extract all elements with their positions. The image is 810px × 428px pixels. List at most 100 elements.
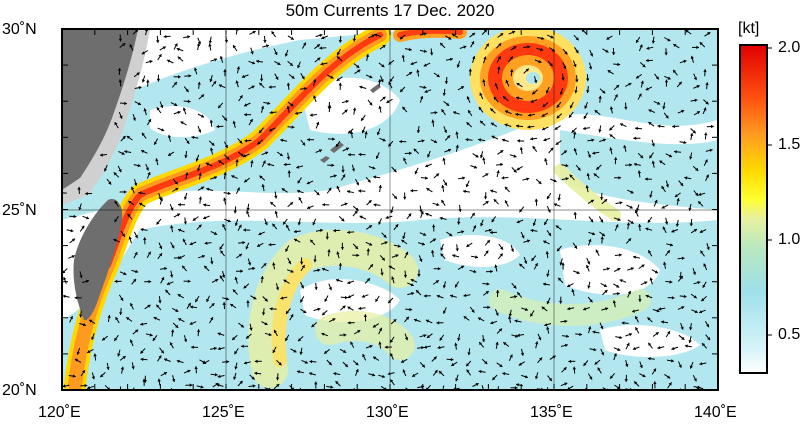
vector-arrowhead <box>642 64 646 68</box>
vector-arrowhead <box>565 177 569 181</box>
vector-arrowhead <box>325 236 329 240</box>
vector-arrowhead <box>514 295 518 299</box>
vector-arrowhead <box>480 120 484 124</box>
vector-arrowhead <box>137 102 141 106</box>
vector-arrowhead <box>173 82 177 86</box>
vector-arrowhead <box>503 342 507 346</box>
vector-arrowhead <box>384 345 388 349</box>
vector-arrowhead <box>117 353 121 357</box>
vector-arrowhead <box>553 203 557 207</box>
vector-arrowhead <box>357 330 361 334</box>
vector-arrowhead <box>316 44 320 48</box>
vector-arrowhead <box>333 228 336 233</box>
vector-arrowhead <box>680 326 684 330</box>
vector-arrowhead <box>233 45 236 49</box>
vector-arrowhead <box>510 69 514 73</box>
vector-arrowhead <box>369 264 373 268</box>
vector-arrowhead <box>490 108 494 112</box>
vector-arrowhead <box>601 352 605 356</box>
vector-arrowhead <box>630 220 634 224</box>
vector-arrowhead <box>530 137 534 141</box>
vector-arrowhead <box>286 224 289 228</box>
vector-arrowhead <box>534 263 538 267</box>
vector-arrowhead <box>347 321 351 325</box>
vector-arrowhead <box>332 137 335 141</box>
vector-arrowhead <box>563 367 567 371</box>
vector-arrowhead <box>401 239 405 243</box>
vector-arrowhead <box>436 202 440 207</box>
lat-label-20n: 20˚N <box>2 382 37 399</box>
vector-arrowhead <box>664 52 668 56</box>
vector-arrowhead <box>417 274 421 277</box>
vector-arrowhead <box>124 150 128 154</box>
graticule <box>62 29 718 390</box>
vector-arrowhead <box>281 188 285 192</box>
vector-arrowhead <box>547 195 550 200</box>
vector-arrowhead <box>468 110 471 114</box>
vector-arrowhead <box>596 166 600 170</box>
vector-arrowhead <box>619 201 623 205</box>
vector-arrowhead <box>213 346 217 351</box>
vector-arrowhead <box>419 258 423 262</box>
vector-arrowhead <box>118 38 123 42</box>
vector-arrowhead <box>216 124 220 129</box>
vector-arrowhead <box>485 201 489 205</box>
vector-arrowhead <box>696 45 699 50</box>
vector-arrowhead <box>543 282 546 286</box>
vector-arrowhead <box>426 188 430 192</box>
vector-arrowhead <box>629 205 633 209</box>
vector-arrowhead <box>241 74 246 78</box>
vector-arrowhead <box>689 223 694 227</box>
vector-arrowhead <box>636 75 640 79</box>
vector-arrowhead <box>508 313 512 317</box>
vector-arrowhead <box>274 195 278 199</box>
vector-arrowhead <box>174 181 178 185</box>
vector-arrowhead <box>626 222 631 226</box>
vector-arrowhead <box>564 382 568 386</box>
vector-arrowhead <box>307 138 310 142</box>
vector-arrowhead <box>590 199 594 203</box>
vector-arrowhead <box>78 207 82 211</box>
vector-arrowhead <box>175 324 179 328</box>
vector-arrowhead <box>671 229 675 233</box>
vector-arrowhead <box>555 141 559 145</box>
vector-arrowhead <box>455 248 459 252</box>
vector-arrowhead <box>617 267 621 271</box>
vector-arrowhead <box>706 324 709 328</box>
vector-arrowhead <box>118 169 122 173</box>
vector-arrowhead <box>236 66 240 70</box>
vector-arrowhead <box>201 254 205 259</box>
vector-arrowhead <box>517 292 521 296</box>
vector-arrowhead <box>262 160 266 164</box>
vector-arrowhead <box>222 224 226 228</box>
vector-arrowhead <box>254 359 258 364</box>
vector-arrowhead <box>616 292 620 296</box>
vector-arrowhead <box>169 274 174 278</box>
vector-arrowhead <box>333 174 337 178</box>
vector-arrowhead <box>297 65 301 69</box>
vector-arrowhead <box>156 304 160 308</box>
vector-arrowhead <box>692 271 696 275</box>
vector-arrowhead <box>621 321 625 325</box>
vector-arrowhead <box>87 386 91 390</box>
vector-arrowhead <box>605 307 609 311</box>
lon-label-130e: 130˚E <box>366 404 409 421</box>
vector-arrowhead <box>119 391 122 394</box>
vector-arrow <box>481 385 484 390</box>
vector-arrowhead <box>328 287 332 291</box>
vector-arrowhead <box>685 30 689 33</box>
vector-arrowhead <box>209 147 214 151</box>
vector-arrowhead <box>157 378 161 382</box>
vector-arrowhead <box>167 134 172 138</box>
vector-arrowhead <box>498 328 502 332</box>
vector-arrowhead <box>256 59 260 64</box>
vector-arrowhead <box>178 228 182 232</box>
vector-arrowhead <box>530 228 534 233</box>
vector-arrowhead <box>671 346 675 351</box>
vector-arrowhead <box>336 251 340 255</box>
vector-arrowhead <box>131 391 134 394</box>
vector-arrowhead <box>240 324 244 328</box>
vector-arrowhead <box>567 284 571 288</box>
vector-arrowhead <box>266 44 269 48</box>
